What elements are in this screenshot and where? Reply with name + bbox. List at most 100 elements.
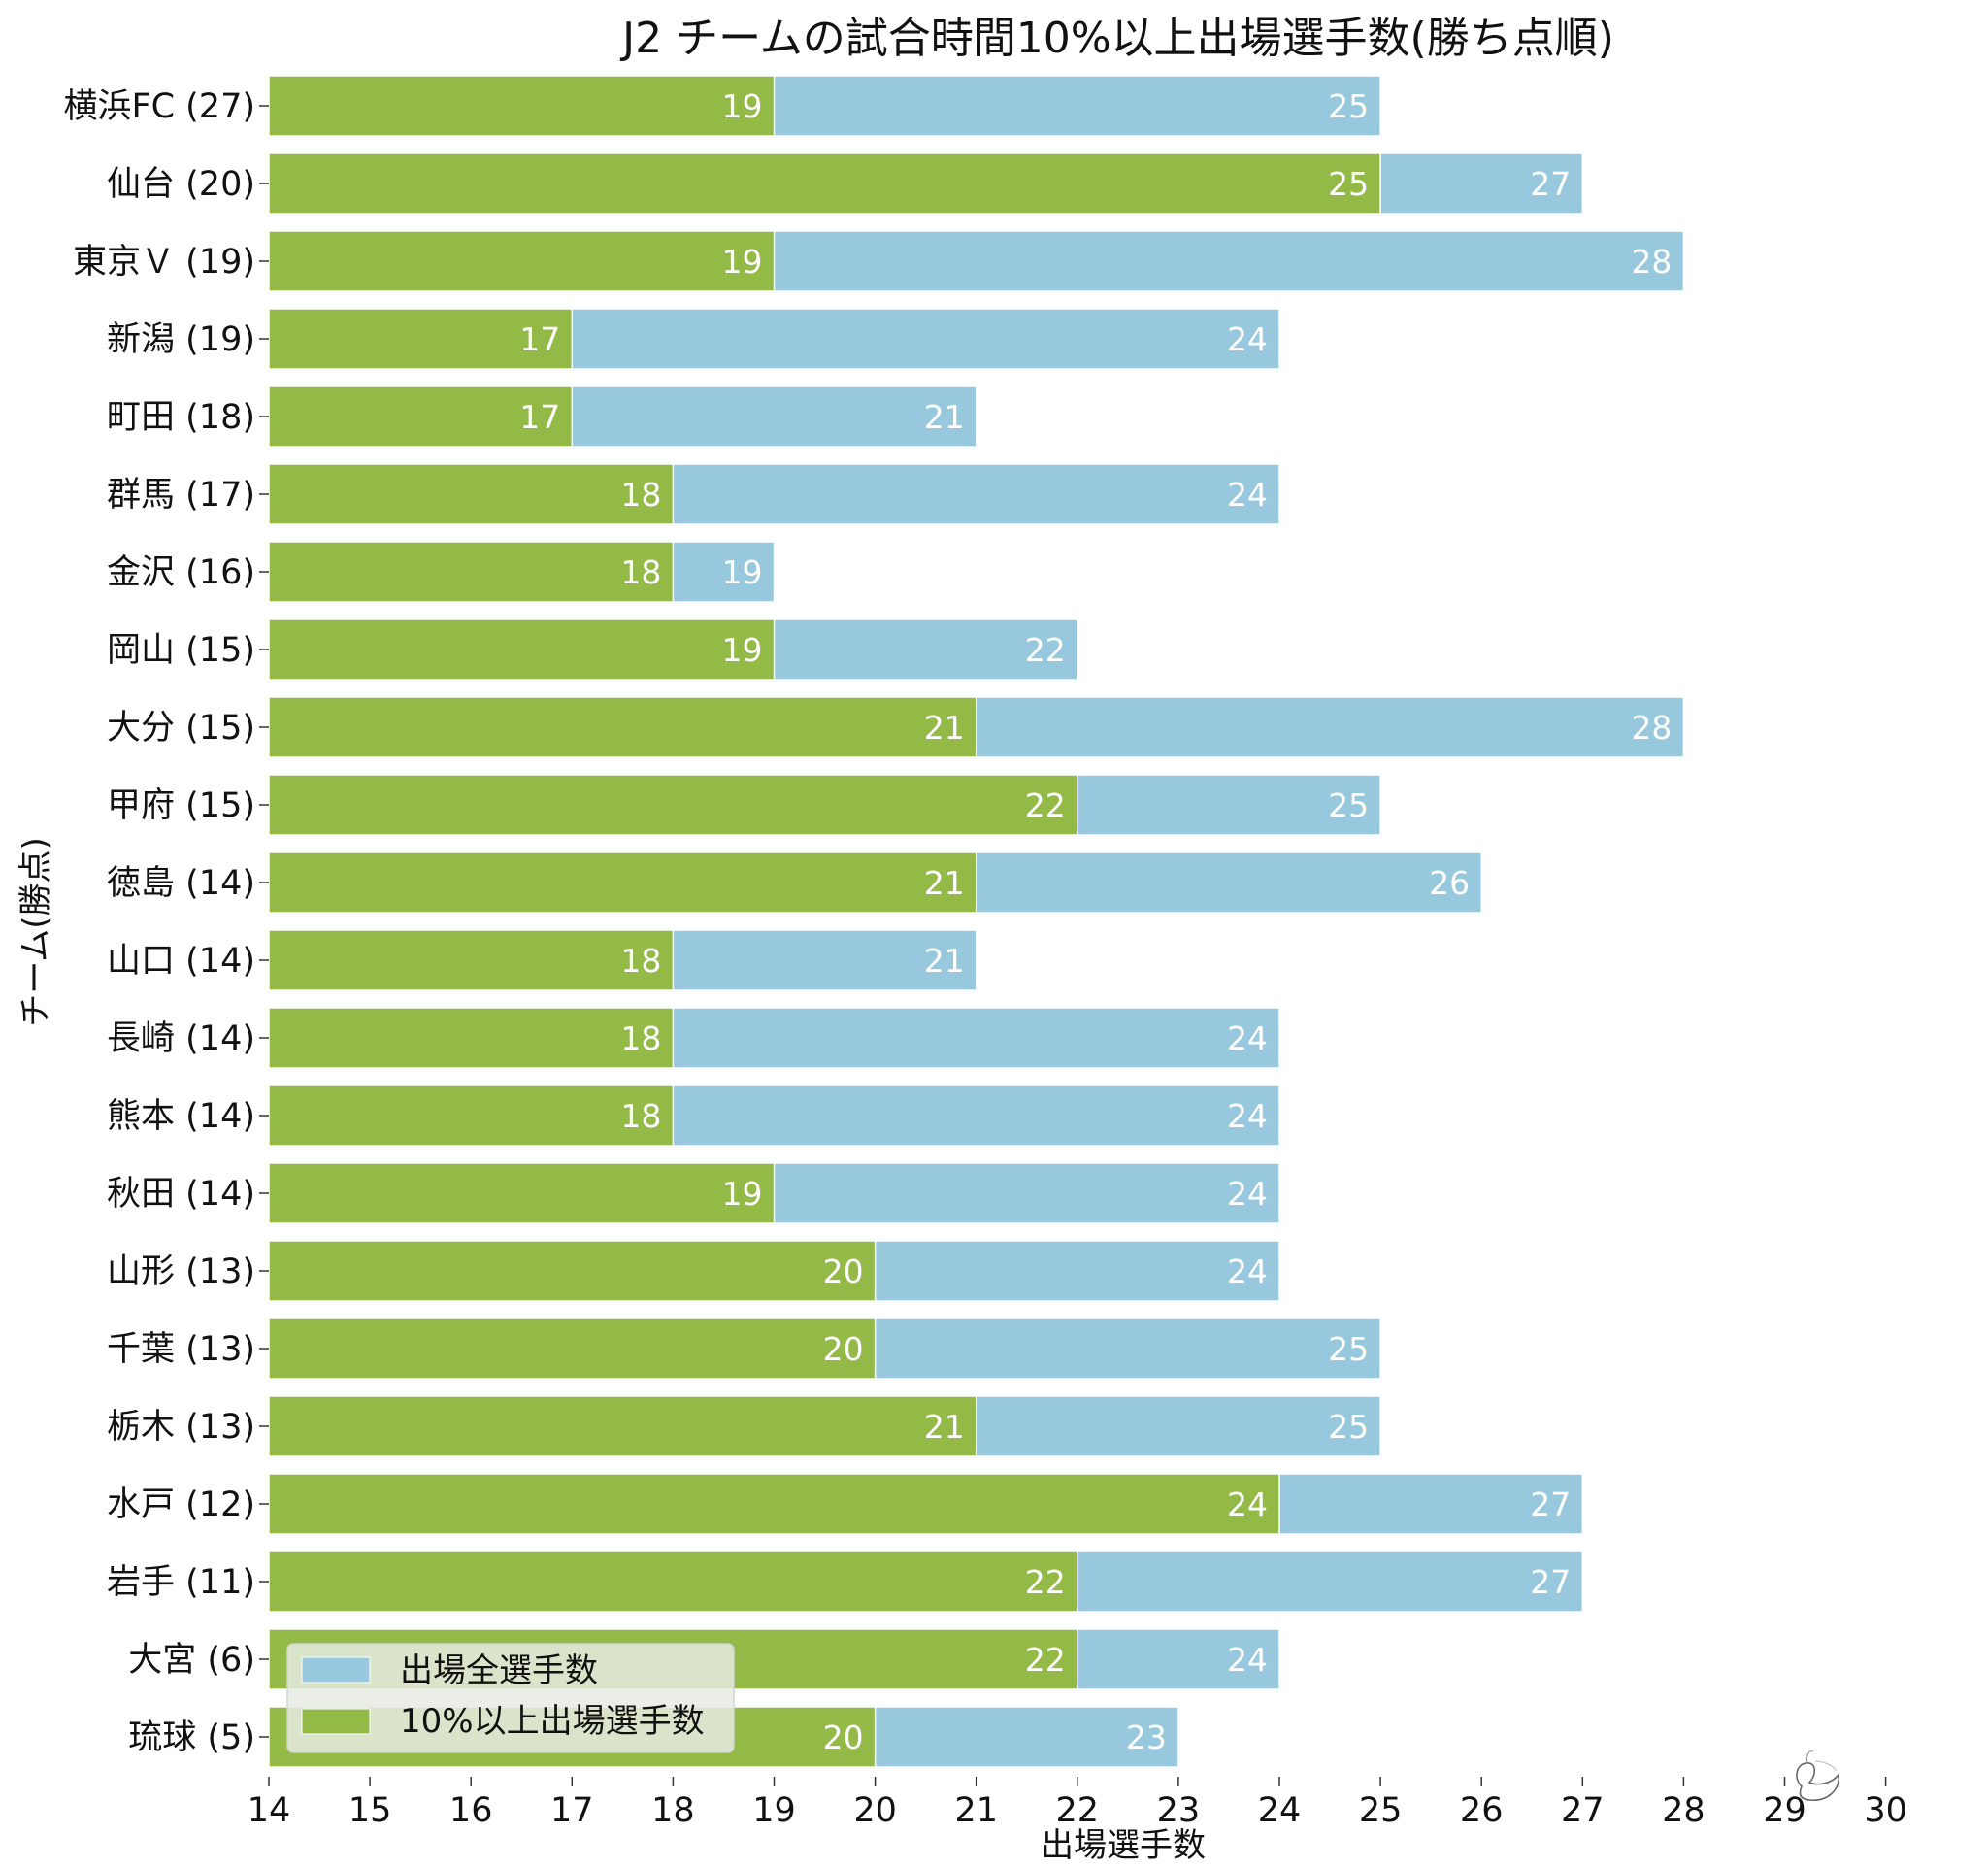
value-label-10pct-9: 21 <box>924 709 965 747</box>
category-label-10: 甲府 (15) <box>107 786 255 825</box>
value-label-total-18: 25 <box>1328 1408 1369 1446</box>
value-label-10pct-8: 19 <box>722 631 763 669</box>
category-label-16: 山形 (13) <box>107 1252 255 1291</box>
value-label-total-14: 24 <box>1227 1097 1268 1135</box>
value-label-total-10: 25 <box>1328 786 1369 824</box>
x-tick-label-29: 29 <box>1763 1791 1806 1830</box>
bar-10pct-15 <box>268 1162 776 1224</box>
legend: 出場全選手数 10%以上出場選手数 <box>286 1643 735 1753</box>
value-label-total-4: 24 <box>1227 320 1268 358</box>
x-tick-label-30: 30 <box>1864 1791 1907 1830</box>
value-label-10pct-7: 18 <box>620 553 661 591</box>
value-label-10pct-2: 25 <box>1328 165 1369 203</box>
x-tick-label-22: 22 <box>1056 1791 1100 1830</box>
chart-title: J2 チームの試合時間10%以上出場選手数(勝ち点順) <box>619 14 1614 63</box>
x-tick-label-16: 16 <box>449 1791 493 1830</box>
bar-10pct-2 <box>268 152 1381 215</box>
value-label-10pct-16: 20 <box>823 1252 864 1290</box>
value-label-total-6: 24 <box>1227 476 1268 514</box>
value-label-total-11: 26 <box>1429 864 1470 902</box>
value-label-10pct-12: 18 <box>620 942 661 980</box>
value-label-10pct-21: 22 <box>1025 1641 1066 1679</box>
category-label-11: 徳島 (14) <box>107 864 255 903</box>
bars-layer <box>268 75 1685 1768</box>
x-axis-title: 出場選手数 <box>1041 1826 1206 1865</box>
value-label-total-17: 25 <box>1328 1330 1369 1368</box>
bar-10pct-5 <box>268 385 574 448</box>
bar-10pct-11 <box>268 851 977 914</box>
bar-10pct-7 <box>268 541 675 603</box>
category-label-5: 町田 (18) <box>107 398 255 437</box>
value-label-10pct-15: 19 <box>722 1175 763 1213</box>
category-label-3: 東京Ｖ (19) <box>73 243 255 282</box>
value-labels: 25 19 27 25 28 19 24 17 21 17 24 18 19 18 22 19 28 21 25 22… <box>519 87 1672 1756</box>
x-tick-label-24: 24 <box>1258 1791 1302 1830</box>
category-label-9: 大分 (15) <box>107 709 255 748</box>
value-label-10pct-17: 20 <box>823 1330 864 1368</box>
category-label-7: 金沢 (16) <box>107 553 255 592</box>
value-label-total-21: 24 <box>1227 1641 1268 1679</box>
x-tick-label-21: 21 <box>954 1791 998 1830</box>
legend-box <box>286 1643 735 1753</box>
category-label-8: 岡山 (15) <box>107 631 255 670</box>
legend-label-total: 出場全選手数 <box>400 1651 598 1690</box>
value-label-total-15: 24 <box>1227 1175 1268 1213</box>
swan-watermark-icon <box>1796 1750 1839 1801</box>
bar-10pct-9 <box>268 696 977 758</box>
bar-10pct-10 <box>268 774 1078 836</box>
category-label-4: 新潟 (19) <box>107 320 255 359</box>
x-tick-label-14: 14 <box>248 1791 291 1830</box>
value-label-total-8: 22 <box>1025 631 1066 669</box>
category-label-17: 千葉 (13) <box>107 1330 255 1369</box>
value-label-10pct-20: 22 <box>1025 1563 1066 1601</box>
x-tick-label-19: 19 <box>752 1791 796 1830</box>
category-label-12: 山口 (14) <box>107 942 255 981</box>
bar-10pct-12 <box>268 929 675 991</box>
value-label-10pct-18: 21 <box>924 1408 965 1446</box>
y-axis-categories: 横浜FC (27) 仙台 (20) 東京Ｖ (19) 新潟 (19) 町田 (18) 群馬… <box>63 87 269 1757</box>
value-label-10pct-3: 19 <box>722 243 763 281</box>
value-label-10pct-10: 22 <box>1025 786 1066 824</box>
value-label-10pct-22: 20 <box>823 1718 864 1756</box>
category-label-13: 長崎 (14) <box>107 1019 255 1058</box>
bar-10pct-6 <box>268 463 675 525</box>
category-label-1: 横浜FC (27) <box>63 87 255 126</box>
category-label-21: 大宮 (6) <box>128 1641 255 1680</box>
value-label-total-1: 25 <box>1328 87 1369 125</box>
x-tick-label-26: 26 <box>1460 1791 1504 1830</box>
category-label-18: 栃木 (13) <box>107 1408 255 1447</box>
value-label-total-13: 24 <box>1227 1019 1268 1057</box>
y-axis-title: チーム(勝点) <box>17 837 55 1027</box>
bar-10pct-13 <box>268 1007 675 1069</box>
value-label-10pct-11: 21 <box>924 864 965 902</box>
bar-10pct-4 <box>268 308 574 370</box>
legend-swatch-total <box>301 1656 371 1684</box>
value-label-total-22: 23 <box>1126 1718 1167 1756</box>
bar-10pct-20 <box>268 1550 1078 1613</box>
category-label-6: 群馬 (17) <box>107 476 255 515</box>
x-tick-label-17: 17 <box>550 1791 594 1830</box>
category-label-19: 水戸 (12) <box>107 1485 255 1524</box>
bar-10pct-3 <box>268 230 776 292</box>
x-tick-label-27: 27 <box>1561 1791 1605 1830</box>
x-tick-label-20: 20 <box>853 1791 897 1830</box>
value-label-total-9: 28 <box>1631 709 1672 747</box>
value-label-total-3: 28 <box>1631 243 1672 281</box>
value-label-10pct-19: 24 <box>1227 1485 1268 1523</box>
value-label-total-7: 19 <box>722 553 763 591</box>
value-label-total-2: 27 <box>1530 165 1571 203</box>
value-label-10pct-4: 17 <box>519 320 560 358</box>
value-label-10pct-6: 18 <box>620 476 661 514</box>
x-tick-label-18: 18 <box>651 1791 695 1830</box>
value-label-10pct-14: 18 <box>620 1097 661 1135</box>
bar-10pct-8 <box>268 618 776 681</box>
legend-swatch-10pct <box>301 1708 371 1735</box>
category-label-20: 岩手 (11) <box>107 1563 255 1602</box>
category-label-22: 琉球 (5) <box>128 1718 255 1757</box>
value-label-total-16: 24 <box>1227 1252 1268 1290</box>
x-tick-label-23: 23 <box>1157 1791 1201 1830</box>
category-label-2: 仙台 (20) <box>107 165 255 204</box>
legend-label-10pct: 10%以上出場選手数 <box>400 1702 705 1741</box>
bar-10pct-17 <box>268 1317 877 1380</box>
x-axis-ticks: 14 15 16 17 18 19 20 21 22 23 24 25 26 27 28 29 30 <box>248 1777 1907 1830</box>
